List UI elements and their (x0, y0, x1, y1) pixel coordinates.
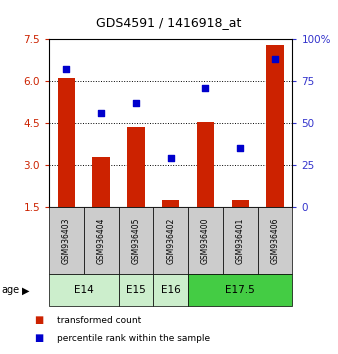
Text: GSM936404: GSM936404 (97, 217, 106, 264)
Text: GSM936401: GSM936401 (236, 217, 245, 264)
Point (272, 56, 278, 62)
Point (203, 85, 208, 91)
Point (98, 110, 104, 116)
Point (133, 100, 139, 105)
Text: GSM936405: GSM936405 (131, 217, 140, 264)
Text: percentile rank within the sample: percentile rank within the sample (57, 333, 211, 343)
Bar (266, 45, 284, 207)
Point (168, 155, 173, 161)
Bar (93, 156, 110, 207)
Bar (197, 122, 214, 207)
Text: E17.5: E17.5 (225, 285, 255, 295)
Text: E16: E16 (161, 285, 180, 295)
Text: E15: E15 (126, 285, 146, 295)
Point (64, 67, 69, 72)
Text: ■: ■ (34, 315, 43, 325)
Text: GSM936402: GSM936402 (166, 217, 175, 264)
Bar (162, 200, 179, 207)
Text: age: age (2, 285, 20, 295)
Text: GSM936403: GSM936403 (62, 217, 71, 264)
Bar (58, 78, 75, 207)
Text: GDS4591 / 1416918_at: GDS4591 / 1416918_at (96, 16, 242, 29)
Bar (127, 127, 145, 207)
Text: ■: ■ (34, 333, 43, 343)
Text: ▶: ▶ (22, 285, 29, 295)
Text: E14: E14 (74, 285, 94, 295)
Text: GSM936406: GSM936406 (270, 217, 280, 264)
Point (238, 145, 243, 151)
Text: GSM936400: GSM936400 (201, 217, 210, 264)
Text: transformed count: transformed count (57, 316, 142, 325)
Bar (232, 200, 249, 207)
